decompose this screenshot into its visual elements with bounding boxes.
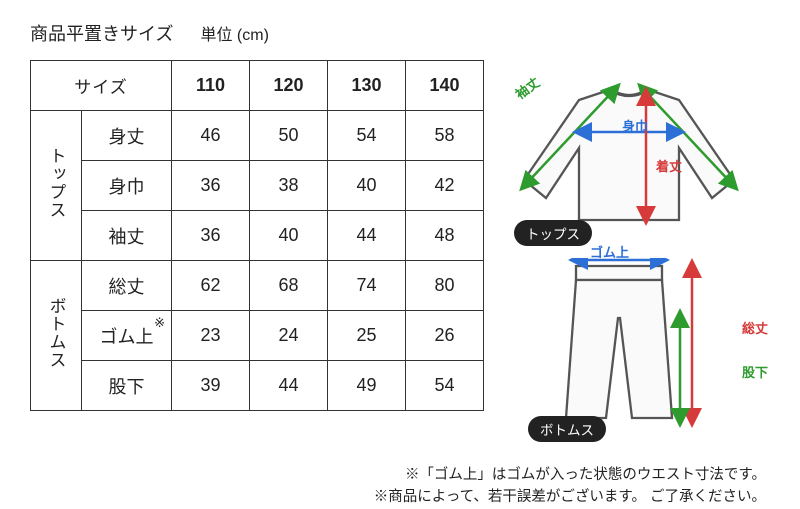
cell: 58 [406,111,484,161]
row-label: 袖丈 [82,211,172,261]
label-width: 身巾 [622,116,648,135]
row-label-with-note: ゴム上※ [82,311,172,361]
cell: 25 [328,311,406,361]
tops-svg [514,60,744,230]
page-title: 商品平置きサイズ [30,24,173,44]
cell: 39 [172,361,250,411]
label-waist: ゴム上 [590,242,629,261]
cell: 54 [328,111,406,161]
cell: 62 [172,261,250,311]
cell: 36 [172,161,250,211]
cell: 48 [406,211,484,261]
cell: 74 [328,261,406,311]
tops-diagram: 袖丈 身巾 着丈 トップス [514,60,744,246]
label-outseam: 総丈 [742,318,768,337]
cell: 50 [250,111,328,161]
unit-label: 単位 (cm) [200,27,268,44]
size-table-wrap: サイズ 110 120 130 140 トップス 身丈 46 50 54 58 … [30,60,484,411]
footnotes: ※「ゴム上」はゴムが入った状態のウエスト寸法です。 ※商品によって、若干誤差がご… [30,464,770,509]
cell: 24 [250,311,328,361]
label-length: 着丈 [656,156,682,175]
cell: 40 [328,161,406,211]
cell: 46 [172,111,250,161]
size-col: 120 [250,61,328,111]
cell: 42 [406,161,484,211]
cell: 38 [250,161,328,211]
size-table: サイズ 110 120 130 140 トップス 身丈 46 50 54 58 … [30,60,484,411]
tops-pill: トップス [514,220,592,246]
size-col: 140 [406,61,484,111]
size-col: 130 [328,61,406,111]
header: 商品平置きサイズ 単位 (cm) [30,20,770,46]
footnote-line: ※商品によって、若干誤差がございます。 ご了承ください。 [30,486,766,508]
cell: 26 [406,311,484,361]
cell: 44 [250,361,328,411]
bottoms-diagram: ゴム上 総丈 股下 ボトムス [532,258,762,448]
cell: 44 [328,211,406,261]
label-inseam: 股下 [742,362,768,381]
cell: 40 [250,211,328,261]
cell: 36 [172,211,250,261]
diagram-column: 袖丈 身巾 着丈 トップス ゴム上 総丈 股下 ボトムス [510,60,770,450]
section-bottoms: ボトムス [31,261,82,411]
row-label: 股下 [82,361,172,411]
cell: 54 [406,361,484,411]
size-col: 110 [172,61,250,111]
bottoms-pill: ボトムス [528,416,606,442]
cell: 23 [172,311,250,361]
bottoms-svg [532,258,742,438]
row-label: 総丈 [82,261,172,311]
row-label: 身丈 [82,111,172,161]
size-header: サイズ [31,61,172,111]
row-label: 身巾 [82,161,172,211]
footnote-line: ※「ゴム上」はゴムが入った状態のウエスト寸法です。 [30,464,766,486]
cell: 80 [406,261,484,311]
cell: 68 [250,261,328,311]
section-tops: トップス [31,111,82,261]
cell: 49 [328,361,406,411]
